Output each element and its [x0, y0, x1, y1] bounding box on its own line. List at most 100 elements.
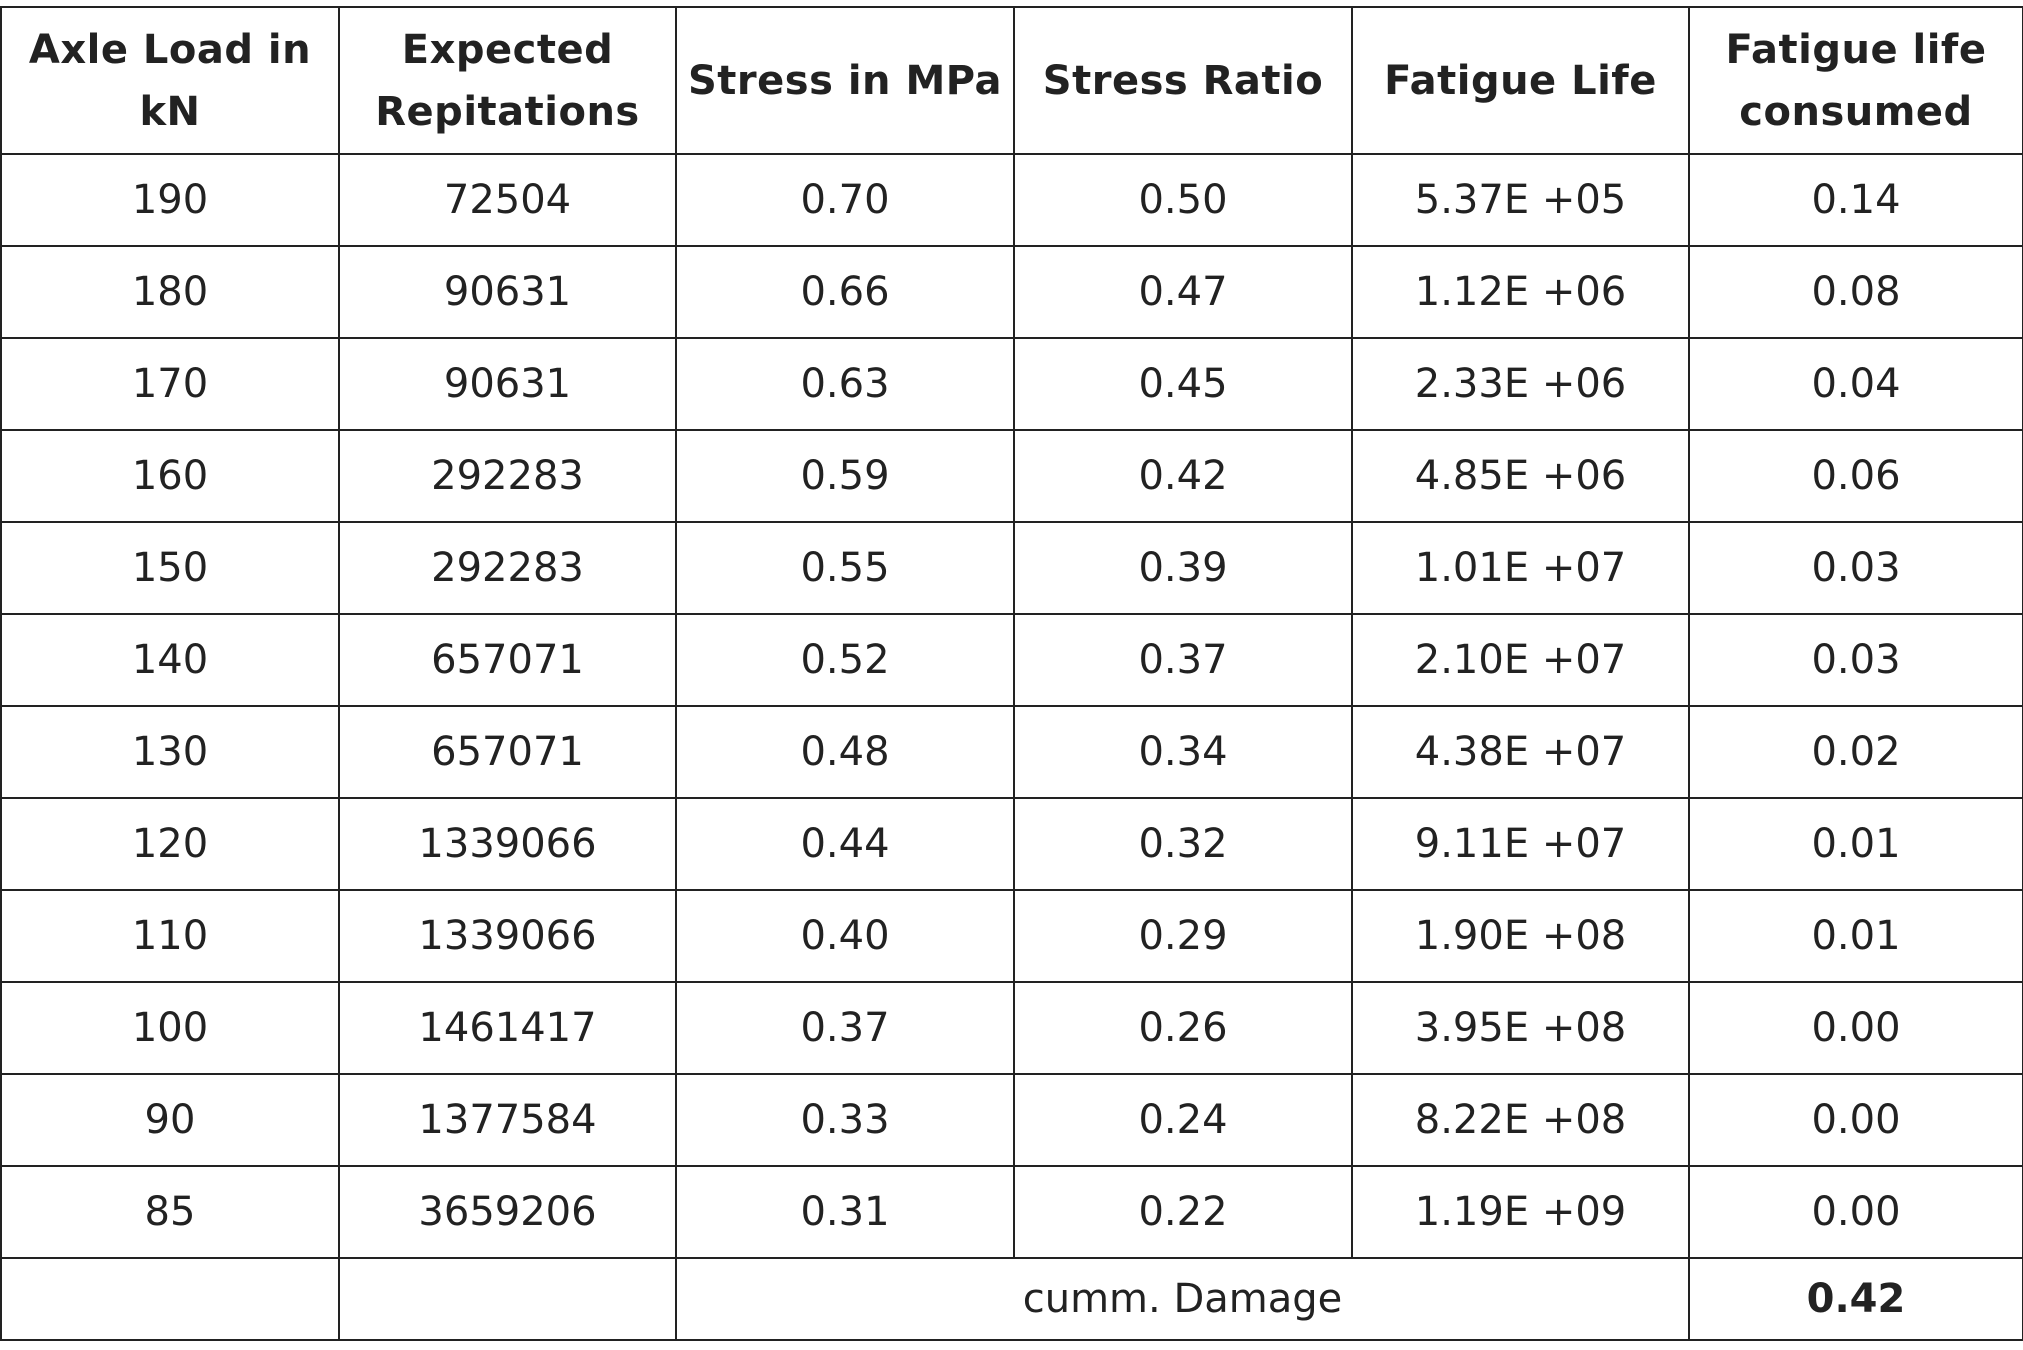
footer-value: 0.42 — [1688, 1257, 2023, 1341]
table-cell: 0.66 — [675, 245, 1015, 339]
table-cell: 72504 — [338, 153, 677, 247]
footer-row: cumm. Damage 0.42 — [0, 1257, 2023, 1341]
table-cell: 0.50 — [1013, 153, 1353, 247]
empty-cell — [338, 1257, 677, 1341]
table-row: 190 72504 0.70 0.50 5.37E +05 0.14 — [0, 153, 2023, 247]
column-header: Fatigue Life — [1351, 6, 1690, 155]
table-cell: 0.01 — [1688, 797, 2023, 891]
table-cell: 1.90E +08 — [1351, 889, 1690, 983]
table-cell: 85 — [0, 1165, 340, 1259]
table-cell: 140 — [0, 613, 340, 707]
table-cell: 657071 — [338, 613, 677, 707]
table-cell: 0.00 — [1688, 981, 2023, 1075]
column-header: Expected Repitations — [338, 6, 677, 155]
table-cell: 0.29 — [1013, 889, 1353, 983]
column-header: Axle Load in kN — [0, 6, 340, 155]
table-row: 180 90631 0.66 0.47 1.12E +06 0.08 — [0, 245, 2023, 339]
table-cell: 1.01E +07 — [1351, 521, 1690, 615]
column-header: Fatigue life consumed — [1688, 6, 2023, 155]
table-cell: 170 — [0, 337, 340, 431]
table-cell: 657071 — [338, 705, 677, 799]
table-cell: 90631 — [338, 337, 677, 431]
table-cell: 0.04 — [1688, 337, 2023, 431]
table-cell: 90 — [0, 1073, 340, 1167]
table-cell: 1461417 — [338, 981, 677, 1075]
table-cell: 4.38E +07 — [1351, 705, 1690, 799]
column-header: Stress Ratio — [1013, 6, 1353, 155]
table-cell: 130 — [0, 705, 340, 799]
table-row: 85 3659206 0.31 0.22 1.19E +09 0.00 — [0, 1165, 2023, 1259]
table-cell: 0.24 — [1013, 1073, 1353, 1167]
table-cell: 0.00 — [1688, 1165, 2023, 1259]
table-row: 120 1339066 0.44 0.32 9.11E +07 0.01 — [0, 797, 2023, 891]
table-header: Axle Load in kN Expected Repitations Stres… — [0, 6, 2023, 155]
table-cell: 4.85E +06 — [1351, 429, 1690, 523]
header-row: Axle Load in kN Expected Repitations Stres… — [0, 6, 2023, 155]
column-header: Stress in MPa — [675, 6, 1015, 155]
table-cell: 292283 — [338, 429, 677, 523]
table-cell: 0.06 — [1688, 429, 2023, 523]
table-cell: 0.59 — [675, 429, 1015, 523]
table-cell: 3.95E +08 — [1351, 981, 1690, 1075]
table-cell: 0.22 — [1013, 1165, 1353, 1259]
table-cell: 0.14 — [1688, 153, 2023, 247]
table-footer: cumm. Damage 0.42 — [0, 1257, 2023, 1341]
table-cell: 0.48 — [675, 705, 1015, 799]
table-cell: 3659206 — [338, 1165, 677, 1259]
table-cell: 0.42 — [1013, 429, 1353, 523]
table-cell: 8.22E +08 — [1351, 1073, 1690, 1167]
table-cell: 180 — [0, 245, 340, 339]
table-cell: 1339066 — [338, 889, 677, 983]
table-cell: 0.32 — [1013, 797, 1353, 891]
table-cell: 0.37 — [675, 981, 1015, 1075]
table-cell: 1.19E +09 — [1351, 1165, 1690, 1259]
table-cell: 0.45 — [1013, 337, 1353, 431]
table-cell: 110 — [0, 889, 340, 983]
table-row: 100 1461417 0.37 0.26 3.95E +08 0.00 — [0, 981, 2023, 1075]
table-row: 90 1377584 0.33 0.24 8.22E +08 0.00 — [0, 1073, 2023, 1167]
table-cell: 0.52 — [675, 613, 1015, 707]
table-cell: 0.33 — [675, 1073, 1015, 1167]
table-cell: 0.03 — [1688, 613, 2023, 707]
table-cell: 0.08 — [1688, 245, 2023, 339]
table-cell: 0.01 — [1688, 889, 2023, 983]
table-cell: 0.40 — [675, 889, 1015, 983]
table-row: 110 1339066 0.40 0.29 1.90E +08 0.01 — [0, 889, 2023, 983]
table-cell: 292283 — [338, 521, 677, 615]
table-row: 170 90631 0.63 0.45 2.33E +06 0.04 — [0, 337, 2023, 431]
table-cell: 1377584 — [338, 1073, 677, 1167]
table-cell: 0.63 — [675, 337, 1015, 431]
table-cell: 0.02 — [1688, 705, 2023, 799]
table-cell: 190 — [0, 153, 340, 247]
table-row: 130 657071 0.48 0.34 4.38E +07 0.02 — [0, 705, 2023, 799]
table-cell: 0.55 — [675, 521, 1015, 615]
table-cell: 100 — [0, 981, 340, 1075]
table-cell: 0.70 — [675, 153, 1015, 247]
empty-cell — [0, 1257, 340, 1341]
table-cell: 1.12E +06 — [1351, 245, 1690, 339]
table-cell: 2.33E +06 — [1351, 337, 1690, 431]
table-cell: 150 — [0, 521, 340, 615]
table-cell: 1339066 — [338, 797, 677, 891]
table-row: 150 292283 0.55 0.39 1.01E +07 0.03 — [0, 521, 2023, 615]
table-cell: 0.44 — [675, 797, 1015, 891]
table-cell: 0.00 — [1688, 1073, 2023, 1167]
table-row: 160 292283 0.59 0.42 4.85E +06 0.06 — [0, 429, 2023, 523]
table-cell: 2.10E +07 — [1351, 613, 1690, 707]
table-cell: 5.37E +05 — [1351, 153, 1690, 247]
table-cell: 90631 — [338, 245, 677, 339]
table-cell: 0.31 — [675, 1165, 1015, 1259]
table-cell: 0.26 — [1013, 981, 1353, 1075]
table-row: 140 657071 0.52 0.37 2.10E +07 0.03 — [0, 613, 2023, 707]
table-cell: 9.11E +07 — [1351, 797, 1690, 891]
table-cell: 0.39 — [1013, 521, 1353, 615]
table-cell: 0.34 — [1013, 705, 1353, 799]
table-cell: 0.03 — [1688, 521, 2023, 615]
table-cell: 120 — [0, 797, 340, 891]
table-cell: 160 — [0, 429, 340, 523]
table-cell: 0.47 — [1013, 245, 1353, 339]
table-body: 190 72504 0.70 0.50 5.37E +05 0.14 180 90631 0.6… — [0, 153, 2023, 1259]
table-cell: 0.37 — [1013, 613, 1353, 707]
data-table: Axle Load in kN Expected Repitations Stres… — [0, 6, 2023, 1341]
